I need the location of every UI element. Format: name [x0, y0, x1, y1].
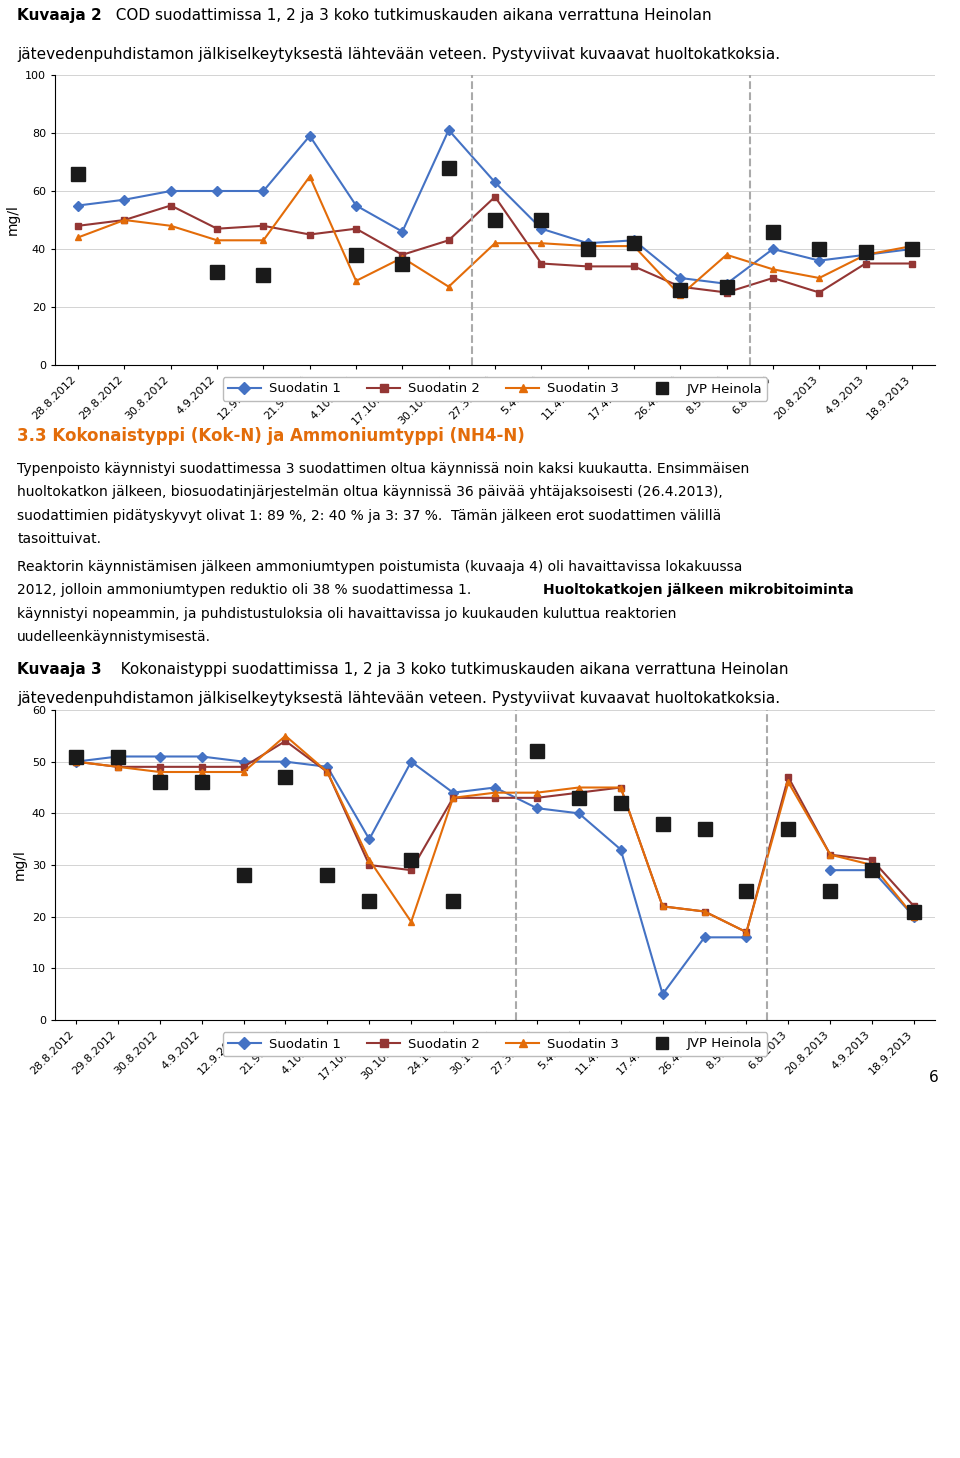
Text: uudelleenkäynnistymisestä.: uudelleenkäynnistymisestä. [17, 630, 211, 644]
Text: jätevedenpuhdistamon jälkiselkeytyksestä lähtevään veteen. Pystyviivat kuvaavat : jätevedenpuhdistamon jälkiselkeytyksestä… [17, 691, 780, 706]
Text: Kokonaistyppi suodattimissa 1, 2 ja 3 koko tutkimuskauden aikana verrattuna Hein: Kokonaistyppi suodattimissa 1, 2 ja 3 ko… [106, 662, 788, 677]
Y-axis label: mg/l: mg/l [6, 204, 19, 235]
Y-axis label: mg/l: mg/l [12, 850, 26, 881]
Text: suodattimien pidätyskyvyt olivat 1: 89 %, 2: 40 % ja 3: 37 %.  Tämän jälkeen ero: suodattimien pidätyskyvyt olivat 1: 89 %… [17, 509, 722, 523]
Text: tasoittuivat.: tasoittuivat. [17, 532, 102, 547]
Text: Typenpoisto käynnistyi suodattimessa 3 suodattimen oltua käynnissä noin kaksi ku: Typenpoisto käynnistyi suodattimessa 3 s… [17, 462, 750, 475]
Legend: Suodatin 1, Suodatin 2, Suodatin 3, JVP Heinola: Suodatin 1, Suodatin 2, Suodatin 3, JVP … [223, 1032, 767, 1056]
Text: 3.3 Kokonaistyppi (Kok-N) ja Ammoniumtyppi (NH4-N): 3.3 Kokonaistyppi (Kok-N) ja Ammoniumtyp… [17, 427, 525, 445]
Text: 6: 6 [929, 1070, 939, 1085]
Text: Huoltokatkojen jälkeen mikrobitoiminta: Huoltokatkojen jälkeen mikrobitoiminta [543, 583, 854, 598]
Text: COD suodattimissa 1, 2 ja 3 koko tutkimuskauden aikana verrattuna Heinolan: COD suodattimissa 1, 2 ja 3 koko tutkimu… [106, 7, 711, 23]
Legend: Suodatin 1, Suodatin 2, Suodatin 3, JVP Heinola: Suodatin 1, Suodatin 2, Suodatin 3, JVP … [223, 378, 767, 401]
Text: käynnistyi nopeammin, ja puhdistustuloksia oli havaittavissa jo kuukauden kulutt: käynnistyi nopeammin, ja puhdistustuloks… [17, 607, 677, 621]
Text: huoltokatkon jälkeen, biosuodatinjärjestelmän oltua käynnissä 36 päivää yhtäjaks: huoltokatkon jälkeen, biosuodatinjärjest… [17, 486, 723, 500]
Text: Kuvaaja 3: Kuvaaja 3 [17, 662, 102, 677]
Text: jätevedenpuhdistamon jälkiselkeytyksestä lähtevään veteen. Pystyviivat kuvaavat : jätevedenpuhdistamon jälkiselkeytyksestä… [17, 47, 780, 63]
Text: 2012, jolloin ammoniumtypen reduktio oli 38 % suodattimessa 1.: 2012, jolloin ammoniumtypen reduktio oli… [17, 583, 476, 598]
Text: Kuvaaja 2: Kuvaaja 2 [17, 7, 102, 23]
Text: Reaktorin käynnistämisen jälkeen ammoniumtypen poistumista (kuvaaja 4) oli havai: Reaktorin käynnistämisen jälkeen ammoniu… [17, 560, 743, 574]
